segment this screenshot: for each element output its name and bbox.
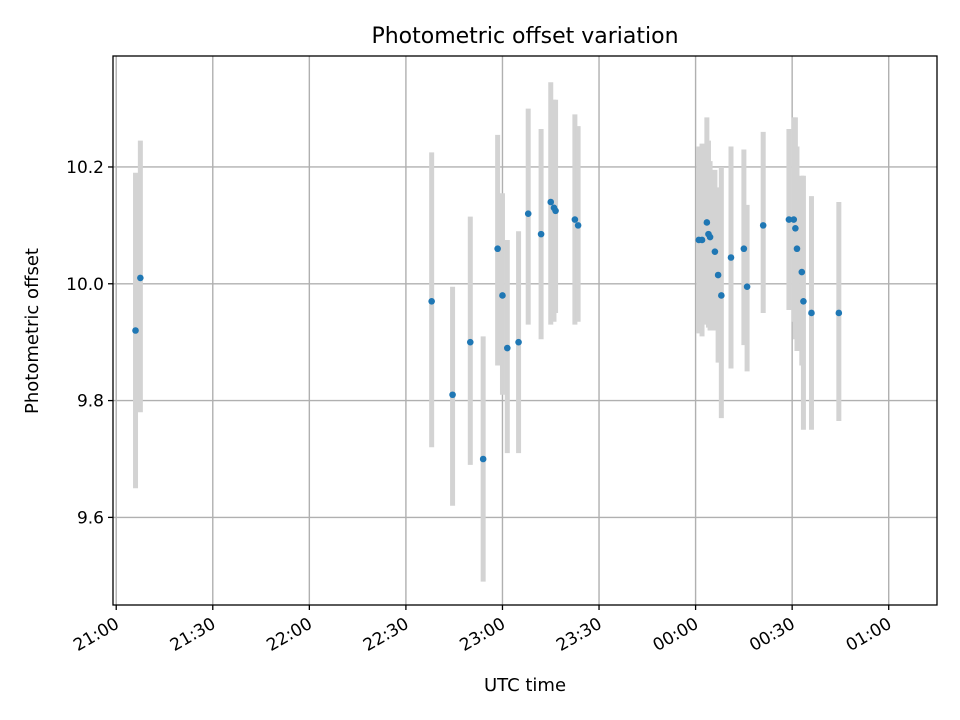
y-axis-label: Photometric offset [22, 248, 43, 414]
data-point [792, 224, 799, 232]
data-point [547, 198, 555, 206]
data-point [808, 309, 815, 317]
data-point [132, 327, 139, 334]
data-point [524, 210, 532, 217]
data-point [759, 222, 767, 229]
data-point [137, 274, 144, 282]
x-axis-label: UTC time [484, 675, 566, 696]
data-point [574, 222, 582, 229]
data-point [698, 236, 706, 244]
data-point [503, 344, 511, 352]
data-point [479, 455, 487, 463]
data-point [793, 245, 801, 253]
data-point [466, 338, 474, 346]
data-point [703, 219, 711, 226]
data-point [727, 254, 735, 261]
data-point [743, 283, 751, 290]
data-point [494, 245, 501, 253]
data-point [790, 216, 798, 223]
data-point [740, 245, 748, 253]
data-point [800, 297, 807, 305]
data-point [552, 207, 559, 215]
data-point [537, 230, 545, 238]
data-point [428, 297, 435, 305]
data-point [706, 233, 714, 241]
data-point [785, 216, 793, 223]
data-point [571, 216, 579, 223]
data-point [449, 391, 456, 399]
data-point [835, 309, 843, 317]
y-tick-label: 10.0 [66, 275, 104, 295]
data-point [714, 271, 722, 279]
y-tick-label: 10.2 [66, 158, 104, 178]
chart-title: Photometric offset variation [371, 24, 678, 49]
data-point [798, 268, 806, 276]
data-point [718, 292, 725, 299]
plot-frame [112, 55, 938, 606]
y-tick-label: 9.6 [77, 508, 104, 528]
data-point [499, 292, 506, 299]
data-point [711, 248, 719, 255]
y-tick-label: 9.8 [77, 392, 104, 412]
data-points [132, 198, 843, 463]
data-point [515, 338, 522, 346]
